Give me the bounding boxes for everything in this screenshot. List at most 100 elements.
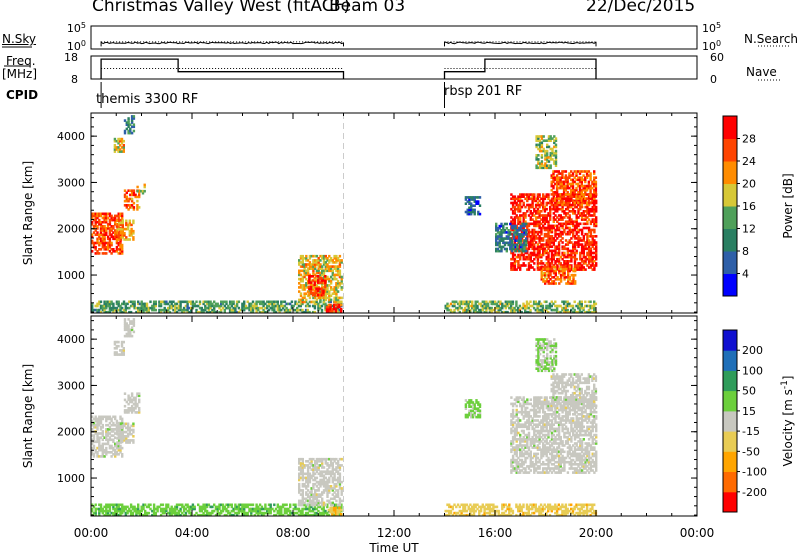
power-cell — [561, 226, 564, 230]
velocity-cell — [125, 439, 128, 442]
power-cell — [230, 310, 233, 314]
velocity-cell — [304, 505, 308, 509]
velocity-cell — [198, 509, 202, 513]
power-cell — [129, 127, 132, 131]
power-cell — [589, 264, 593, 267]
velocity-cell — [91, 423, 94, 427]
power-cell — [586, 207, 589, 211]
power-cell — [570, 210, 573, 213]
power-cell — [529, 257, 532, 261]
power-cell — [564, 197, 568, 200]
power-cell — [568, 199, 571, 202]
power-cell — [117, 150, 120, 153]
power-cell — [325, 307, 329, 311]
power-cell — [500, 233, 503, 236]
power-cell — [524, 197, 527, 201]
power-cell — [306, 290, 310, 293]
power-cell — [121, 221, 124, 225]
power-cell — [94, 212, 97, 216]
velocity-cell — [305, 478, 308, 482]
power-cell — [545, 278, 549, 281]
power-cell — [561, 170, 564, 173]
velocity-cell — [123, 320, 127, 323]
power-cell — [200, 308, 203, 312]
power-cell — [593, 170, 596, 173]
power-cell — [591, 228, 594, 232]
power-cell — [540, 222, 543, 226]
velocity-cell — [99, 455, 103, 458]
power-cell — [468, 208, 471, 212]
power-cell — [114, 250, 117, 253]
power-cell — [585, 304, 589, 308]
power-cell — [101, 306, 104, 310]
power-cell — [534, 241, 538, 244]
power-cell — [204, 308, 207, 312]
power-cell — [315, 300, 318, 304]
velocity-cell — [205, 503, 209, 507]
velocity-cell — [105, 430, 108, 433]
velocity-cell — [334, 508, 338, 512]
power-cell — [253, 302, 256, 306]
power-cell — [573, 253, 577, 257]
power-cell — [290, 304, 294, 308]
power-cell — [545, 214, 548, 217]
velocity-cell — [336, 460, 340, 463]
velocity-cell — [125, 437, 128, 440]
power-cell — [121, 212, 124, 216]
velocity-cell — [326, 470, 329, 473]
velocity-cell — [221, 503, 225, 507]
power-cell — [230, 300, 233, 304]
power-cell — [551, 265, 554, 269]
velocity-cell — [170, 507, 173, 511]
power-cell — [523, 222, 526, 226]
velocity-cell — [105, 453, 108, 456]
power-cell — [566, 195, 569, 198]
power-cell — [130, 232, 133, 235]
velocity-cell — [137, 503, 140, 507]
power-cell — [593, 224, 596, 228]
velocity-cell — [91, 442, 94, 446]
power-cell — [585, 176, 589, 179]
velocity-cell — [336, 478, 340, 482]
power-cell — [542, 251, 545, 255]
power-cell — [283, 308, 287, 312]
power-cell — [517, 210, 520, 213]
power-cell — [130, 115, 134, 118]
power-cell — [306, 286, 310, 289]
power-cell — [142, 302, 145, 306]
velocity-cell — [200, 513, 203, 517]
power-cell — [114, 308, 117, 312]
power-cell — [319, 259, 322, 262]
power-cell — [567, 269, 570, 273]
power-cell — [561, 186, 564, 190]
power-cell — [564, 310, 568, 314]
power-cell — [587, 228, 591, 232]
power-cell — [574, 280, 577, 283]
power-cell — [545, 245, 548, 248]
power-cell — [472, 308, 476, 312]
power-cell — [566, 249, 570, 253]
power-cell — [587, 197, 591, 201]
velocity-cell — [310, 503, 313, 507]
power-cell — [584, 193, 587, 196]
velocity-cell — [322, 457, 326, 461]
power-cell — [273, 310, 276, 314]
velocity-cell — [241, 503, 244, 507]
velocity-cell — [168, 509, 172, 513]
power-cell — [108, 304, 112, 308]
velocity-cell — [125, 400, 128, 404]
power-cell — [207, 300, 211, 304]
velocity-cell — [114, 455, 117, 458]
velocity-cell — [106, 432, 110, 435]
velocity-cell — [312, 474, 315, 478]
power-cell — [573, 251, 577, 255]
power-cell — [543, 218, 547, 221]
power-cell — [579, 197, 582, 201]
power-cell — [514, 239, 517, 242]
power-cell — [573, 235, 577, 238]
power-cell — [537, 154, 540, 157]
power-cell — [580, 178, 583, 182]
power-cell — [338, 284, 342, 287]
velocity-cell — [137, 507, 140, 511]
power-cell — [575, 178, 578, 182]
